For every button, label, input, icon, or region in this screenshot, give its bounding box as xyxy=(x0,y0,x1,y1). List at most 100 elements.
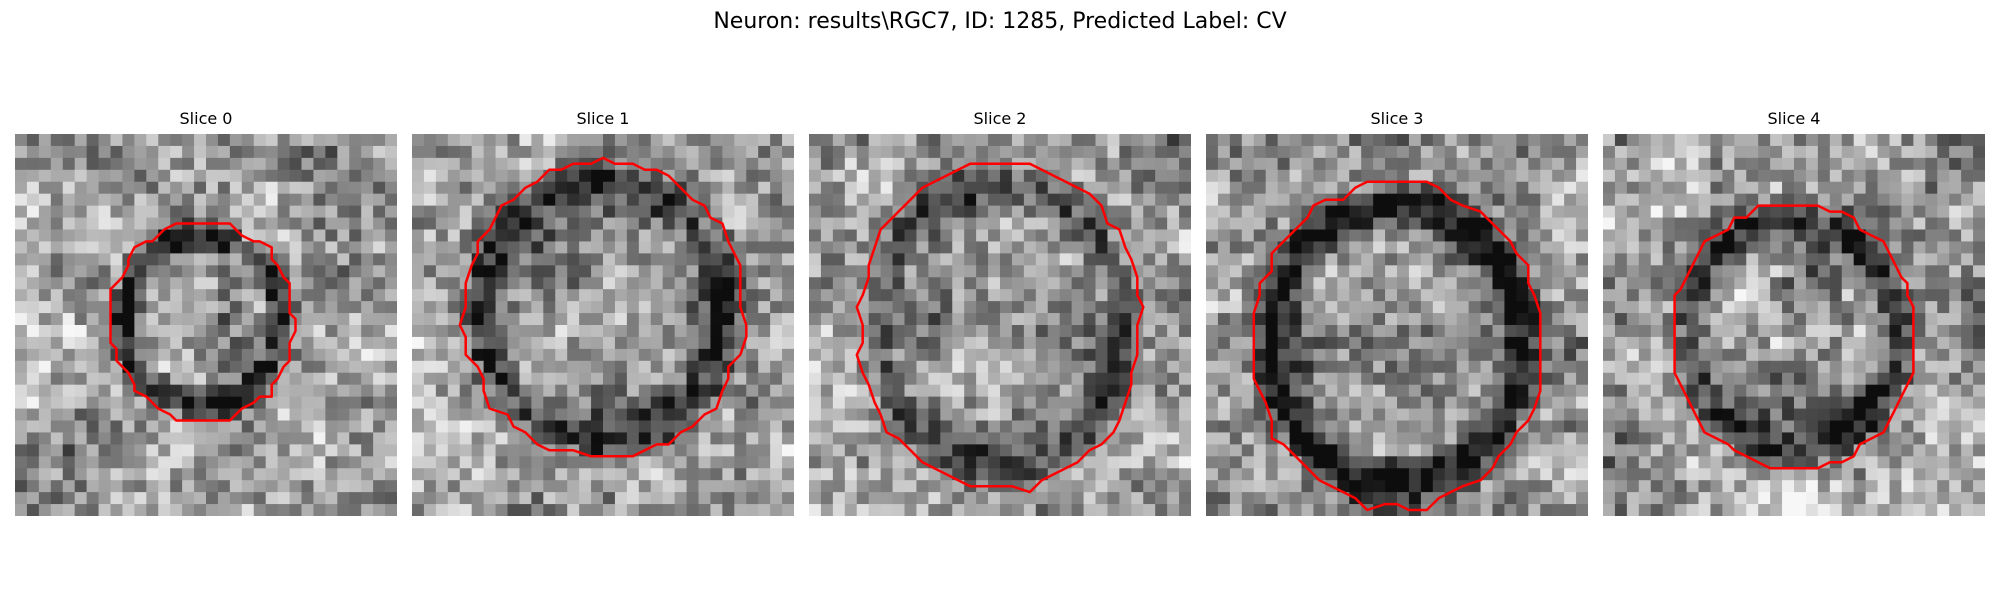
image-pixel xyxy=(1325,384,1338,398)
image-pixel xyxy=(15,301,28,314)
image-pixel xyxy=(1035,134,1049,147)
image-pixel xyxy=(1674,181,1687,195)
image-pixel xyxy=(1432,420,1446,433)
image-pixel xyxy=(1662,169,1676,183)
image-pixel xyxy=(844,181,858,195)
image-pixel xyxy=(904,157,917,171)
image-pixel xyxy=(313,325,326,338)
image-pixel xyxy=(1674,217,1687,230)
image-pixel xyxy=(591,265,604,278)
image-pixel xyxy=(86,181,99,195)
image-pixel xyxy=(412,301,425,314)
image-pixel xyxy=(1217,456,1231,469)
image-pixel xyxy=(820,205,834,218)
image-pixel xyxy=(1313,229,1326,242)
image-pixel xyxy=(1035,313,1049,326)
image-pixel xyxy=(1444,348,1458,362)
image-pixel xyxy=(122,289,135,302)
image-pixel xyxy=(1686,325,1699,338)
image-pixel xyxy=(674,504,687,516)
image-pixel xyxy=(349,432,362,445)
image-pixel xyxy=(904,396,917,409)
image-pixel xyxy=(1782,157,1795,171)
image-pixel xyxy=(134,145,147,159)
image-pixel xyxy=(758,384,771,398)
image-pixel xyxy=(26,444,40,457)
image-pixel xyxy=(435,205,449,218)
image-pixel xyxy=(1758,384,1771,398)
image-pixel xyxy=(1734,241,1747,254)
image-pixel xyxy=(98,289,111,302)
image-pixel xyxy=(614,504,628,516)
image-pixel xyxy=(50,217,64,230)
image-pixel xyxy=(1829,241,1843,254)
image-pixel xyxy=(110,325,123,338)
image-pixel xyxy=(435,169,449,183)
image-pixel xyxy=(1901,229,1914,242)
image-pixel xyxy=(832,492,846,505)
image-pixel xyxy=(146,492,159,505)
slice-title: Slice 4 xyxy=(1767,109,1821,128)
image-pixel xyxy=(1794,372,1807,386)
image-pixel xyxy=(301,492,314,505)
image-pixel xyxy=(638,253,652,266)
image-pixel xyxy=(809,456,822,469)
image-pixel xyxy=(1071,492,1084,505)
image-pixel xyxy=(1468,372,1481,386)
image-pixel xyxy=(122,313,135,326)
image-pixel xyxy=(952,169,965,183)
image-pixel xyxy=(1841,253,1855,266)
image-pixel xyxy=(531,336,544,350)
image-pixel xyxy=(1071,265,1084,278)
image-pixel xyxy=(555,313,568,326)
image-pixel xyxy=(650,181,664,195)
image-pixel xyxy=(614,325,628,338)
image-pixel xyxy=(1710,193,1723,207)
image-pixel xyxy=(1794,217,1807,230)
image-pixel xyxy=(1576,265,1588,278)
image-pixel xyxy=(1552,456,1565,469)
image-pixel xyxy=(662,265,676,278)
image-pixel xyxy=(277,432,290,445)
image-pixel xyxy=(1083,217,1096,230)
image-pixel xyxy=(674,348,687,362)
image-pixel xyxy=(820,432,834,445)
image-pixel xyxy=(1770,396,1783,409)
image-pixel xyxy=(277,265,290,278)
image-pixel xyxy=(1107,181,1120,195)
image-pixel xyxy=(952,277,965,290)
image-pixel xyxy=(122,444,135,457)
image-pixel xyxy=(325,360,338,374)
image-pixel xyxy=(1758,313,1771,326)
image-pixel xyxy=(1841,444,1855,457)
image-pixel xyxy=(1131,432,1144,445)
image-pixel xyxy=(1758,217,1771,230)
image-pixel xyxy=(1011,444,1025,457)
image-pixel xyxy=(1397,229,1410,242)
image-pixel xyxy=(809,468,822,481)
image-pixel xyxy=(1516,229,1529,242)
image-pixel xyxy=(495,181,508,195)
image-pixel xyxy=(1853,408,1867,421)
image-pixel xyxy=(519,336,532,350)
image-pixel xyxy=(1770,408,1783,421)
image-pixel xyxy=(1528,336,1541,350)
image-pixel xyxy=(471,420,485,433)
image-pixel xyxy=(15,444,28,457)
image-pixel xyxy=(62,468,76,481)
image-pixel xyxy=(1361,229,1374,242)
image-pixel xyxy=(447,492,461,505)
image-pixel xyxy=(626,396,640,409)
image-pixel xyxy=(1059,384,1073,398)
cell-contour xyxy=(1252,180,1542,512)
image-pixel xyxy=(1143,301,1156,314)
image-pixel xyxy=(495,372,508,386)
image-pixel xyxy=(1949,432,1962,445)
image-pixel xyxy=(1241,444,1255,457)
image-pixel xyxy=(182,169,195,183)
image-pixel xyxy=(916,157,929,171)
image-pixel xyxy=(698,456,711,469)
image-pixel xyxy=(809,492,822,505)
image-pixel xyxy=(531,360,544,374)
image-pixel xyxy=(1095,384,1108,398)
